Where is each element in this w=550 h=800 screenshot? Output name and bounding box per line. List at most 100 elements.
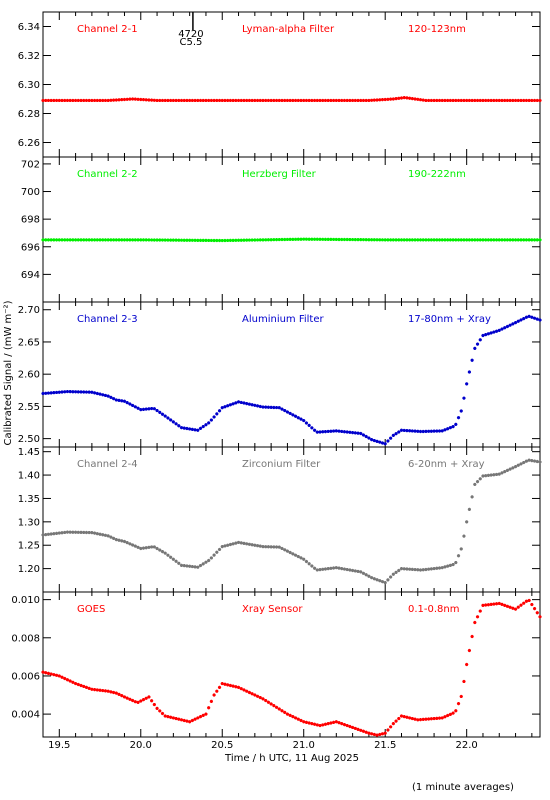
data-point — [386, 439, 390, 443]
data-point — [416, 718, 420, 722]
data-point — [397, 96, 401, 100]
data-point — [198, 426, 203, 431]
data-point — [378, 732, 382, 737]
data-point — [486, 238, 490, 242]
data-point — [242, 541, 246, 545]
data-point — [122, 695, 127, 699]
data-point — [82, 238, 86, 242]
data-point — [198, 563, 203, 568]
data-point — [291, 552, 295, 556]
data-point — [402, 567, 406, 571]
data-point — [155, 706, 159, 710]
data-point — [307, 721, 311, 725]
data-point — [405, 238, 409, 242]
data-point — [82, 98, 86, 103]
data-point — [215, 550, 219, 554]
data-point — [370, 576, 374, 580]
data-point — [513, 607, 518, 611]
data-point — [93, 531, 97, 535]
x-tick-label: 22.0 — [456, 740, 478, 751]
data-point — [323, 722, 328, 726]
data-point — [470, 238, 474, 242]
y-tick-label: 0.004 — [11, 710, 40, 721]
data-point — [120, 399, 124, 403]
data-point — [288, 713, 292, 717]
data-point — [329, 429, 333, 433]
panel-frame — [42, 591, 541, 738]
data-point — [280, 407, 284, 411]
data-point — [511, 238, 515, 242]
x-tick-label: 21.0 — [293, 740, 315, 751]
data-point — [527, 598, 531, 603]
data-point — [459, 238, 463, 242]
data-point — [44, 238, 48, 242]
data-point — [76, 390, 80, 394]
data-point — [391, 572, 395, 576]
data-point — [71, 530, 75, 534]
data-point — [103, 98, 108, 103]
data-point — [484, 333, 488, 337]
data-point — [272, 405, 276, 410]
data-point — [312, 722, 317, 726]
data-point — [79, 530, 83, 534]
data-point — [527, 98, 531, 103]
data-point — [147, 545, 151, 549]
data-point — [519, 98, 523, 103]
data-point — [144, 696, 148, 700]
data-point — [65, 389, 70, 394]
data-point — [68, 238, 72, 242]
data-point — [372, 98, 376, 102]
data-point — [511, 606, 515, 610]
data-point — [508, 467, 512, 471]
data-point — [71, 390, 75, 394]
data-point — [293, 237, 298, 241]
data-point — [435, 429, 439, 433]
data-point — [389, 238, 393, 242]
data-point — [440, 716, 444, 720]
data-point — [280, 709, 284, 713]
data-point — [418, 718, 423, 722]
data-point — [274, 238, 279, 242]
data-point — [364, 98, 368, 103]
data-point — [470, 98, 474, 103]
data-point — [310, 98, 314, 103]
data-point — [470, 358, 474, 362]
data-point — [310, 237, 314, 241]
data-point — [408, 429, 412, 433]
data-point — [207, 238, 211, 243]
data-point — [190, 427, 194, 431]
data-point — [503, 238, 507, 242]
data-point — [356, 238, 360, 242]
data-point — [95, 688, 99, 692]
event-marker-label: 4720 — [178, 29, 203, 40]
data-point — [174, 716, 178, 721]
data-point — [52, 391, 56, 395]
data-point — [255, 238, 260, 242]
data-point — [141, 238, 146, 242]
data-point — [524, 98, 529, 103]
data-point — [475, 98, 480, 103]
data-point — [486, 603, 490, 607]
data-point — [375, 98, 379, 102]
data-point — [296, 554, 300, 559]
data-point — [117, 692, 121, 696]
data-point — [255, 694, 260, 698]
data-point — [122, 539, 127, 544]
panel-band-label: 17-80nm + Xray — [408, 314, 491, 325]
data-point — [337, 237, 341, 242]
data-point — [266, 405, 271, 409]
data-point — [82, 684, 86, 689]
data-point — [101, 393, 105, 397]
data-point — [326, 722, 330, 726]
data-point — [353, 98, 357, 103]
data-point — [158, 98, 162, 103]
data-point — [106, 689, 110, 693]
data-point — [473, 98, 477, 103]
data-point — [255, 98, 260, 103]
data-point — [397, 716, 401, 721]
data-point — [150, 406, 154, 411]
data-point — [535, 238, 539, 242]
data-point — [492, 473, 496, 477]
data-point — [454, 238, 458, 242]
data-point — [399, 428, 404, 432]
